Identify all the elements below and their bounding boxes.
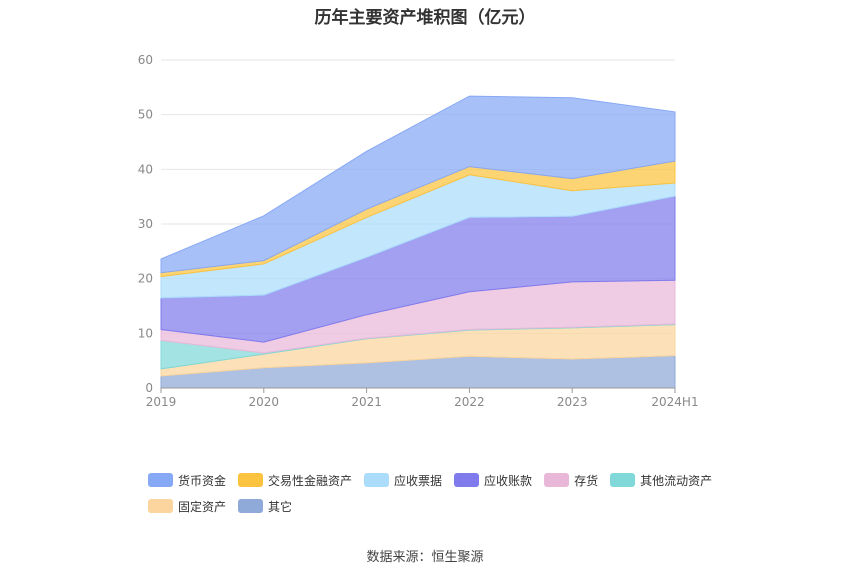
x-tick-label: 2021 (351, 395, 382, 409)
y-tick-label: 30 (138, 217, 153, 231)
legend-item[interactable]: 交易性金融资产 (238, 472, 352, 488)
y-tick-label: 40 (138, 162, 153, 176)
legend-label: 固定资产 (178, 499, 227, 514)
legend-label: 其它 (268, 499, 293, 514)
legend-swatch (454, 473, 480, 487)
y-tick-label: 20 (138, 272, 153, 286)
y-tick-label: 50 (138, 108, 153, 122)
legend-item[interactable]: 其他流动资产 (610, 472, 712, 488)
legend-swatch (148, 473, 173, 487)
y-tick-label: 10 (138, 326, 153, 340)
legend-item[interactable]: 存货 (544, 472, 598, 488)
legend-item[interactable]: 固定资产 (148, 498, 226, 514)
chart-legend: 货币资金 交易性金融资产 应收票据 应收账款 存货 其他流动资产固定资产 其它 (148, 472, 748, 514)
legend-swatch (544, 473, 570, 487)
x-tick-label: 2024H1 (651, 395, 698, 409)
legend-swatch (238, 473, 264, 487)
legend-swatch (148, 499, 173, 513)
y-tick-label: 60 (138, 53, 153, 67)
data-source: 数据来源：恒生聚源 (366, 550, 484, 565)
chart-title: 历年主要资产堆积图（亿元） (314, 8, 536, 28)
legend-label: 交易性金融资产 (268, 473, 353, 488)
y-tick-label: 0 (145, 381, 153, 395)
x-tick-label: 2020 (249, 395, 280, 409)
legend-label: 存货 (574, 473, 599, 488)
legend-swatch (238, 499, 264, 513)
legend-item[interactable]: 货币资金 (148, 472, 226, 488)
area-series (160, 95, 676, 274)
legend-swatch (610, 473, 636, 487)
legend-item[interactable]: 应收账款 (454, 472, 532, 488)
legend-label: 货币资金 (178, 473, 227, 488)
legend-item[interactable]: 其它 (238, 498, 292, 514)
legend-item[interactable]: 应收票据 (364, 472, 442, 488)
x-tick-label: 2019 (146, 395, 177, 409)
legend-label: 其他流动资产 (640, 473, 713, 488)
x-tick-label: 2022 (454, 395, 485, 409)
legend-swatch (364, 473, 390, 487)
legend-label: 应收票据 (394, 473, 443, 488)
legend-label: 应收账款 (484, 473, 533, 488)
x-tick-label: 2023 (557, 395, 588, 409)
